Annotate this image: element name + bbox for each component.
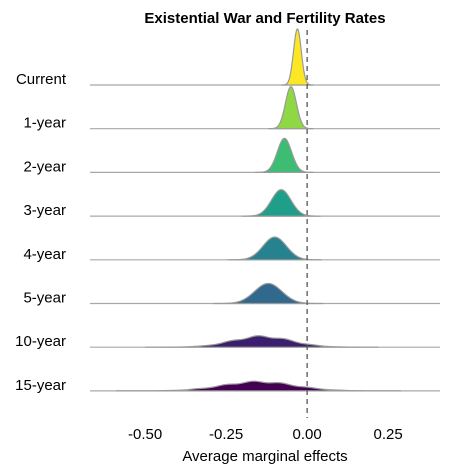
ridges-group: [90, 28, 440, 392]
x-axis-ticks: -0.50 -0.25 0.00 0.25: [128, 426, 403, 443]
y-label-2-year: 2-year: [23, 158, 66, 175]
x-axis-label: Average marginal effects: [182, 448, 347, 465]
y-axis-labels: Current 1-year 2-year 3-year 4-year 5-year 10-…: [15, 71, 67, 394]
y-label-1-year: 1-year: [23, 115, 66, 132]
ridge-2-year: [255, 137, 314, 173]
y-label-4-year: 4-year: [23, 246, 66, 263]
ridge-15-year: [115, 380, 402, 392]
y-label-15-year: 15-year: [15, 377, 66, 394]
ridge-1-year: [268, 85, 314, 130]
x-tick-label: 0.25: [374, 426, 403, 443]
y-label-3-year: 3-year: [23, 202, 66, 219]
y-label-10-year: 10-year: [15, 333, 66, 350]
y-label-5-year: 5-year: [23, 290, 66, 307]
x-tick-label: -0.50: [128, 426, 162, 443]
ridge-current: [281, 28, 314, 86]
x-tick-label: -0.25: [209, 426, 243, 443]
ridge-5-year: [213, 282, 324, 305]
y-label-current: Current: [16, 71, 67, 88]
x-tick-label: 0.00: [293, 426, 322, 443]
ridge-3-year: [241, 189, 321, 217]
chart-title: Existential War and Fertility Rates: [144, 10, 385, 27]
ridge-10-year: [145, 335, 379, 348]
